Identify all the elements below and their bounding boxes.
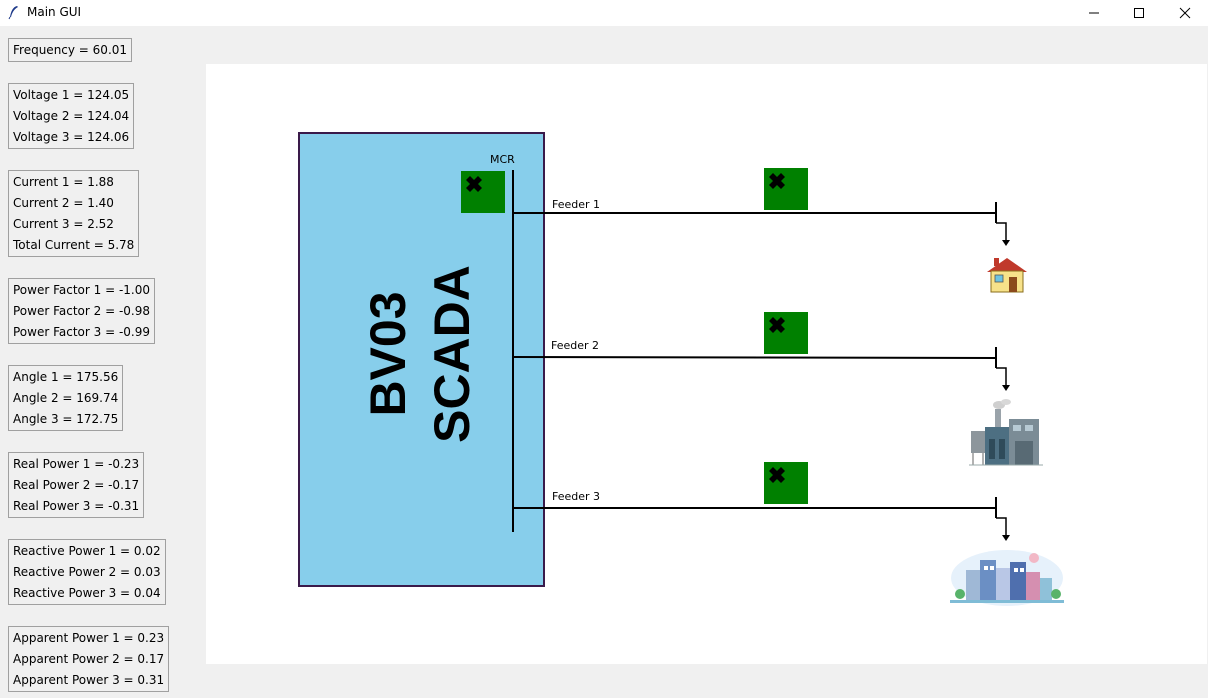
feather-icon bbox=[6, 4, 22, 20]
feeder-3-drop bbox=[996, 517, 1007, 536]
feeder-1-breaker[interactable] bbox=[764, 168, 808, 210]
voltage-1-readout: Voltage 1 = 124.05 bbox=[13, 88, 130, 102]
reactive-power-panel: Reactive Power 1 = 0.02 Reactive Power 2… bbox=[8, 539, 166, 605]
frequency-readout: Frequency = 60.01 bbox=[13, 43, 128, 57]
x-mark-icon bbox=[769, 317, 785, 333]
feeder-3-arrow bbox=[1002, 535, 1010, 541]
current-1-readout: Current 1 = 1.88 bbox=[13, 175, 114, 189]
feeder-2-label: Feeder 2 bbox=[551, 339, 600, 352]
angle-1-readout: Angle 1 = 175.56 bbox=[13, 370, 119, 384]
reactive-power-3-readout: Reactive Power 3 = 0.04 bbox=[13, 586, 161, 600]
frequency-panel: Frequency = 60.01 bbox=[8, 38, 133, 62]
apparent-power-panel: Apparent Power 1 = 0.23 Apparent Power 2… bbox=[8, 626, 170, 692]
feeder-2-drop bbox=[996, 367, 1007, 386]
close-icon bbox=[1179, 7, 1191, 19]
apparent-power-1-readout: Apparent Power 1 = 0.23 bbox=[13, 631, 165, 645]
real-power-1-readout: Real Power 1 = -0.23 bbox=[13, 457, 140, 471]
angle-panel: Angle 1 = 175.56 Angle 2 = 169.74 Angle … bbox=[8, 365, 124, 431]
title-bar: Main GUI bbox=[0, 0, 1208, 26]
voltage-panel: Voltage 1 = 124.05 Voltage 2 = 124.04 Vo… bbox=[8, 83, 135, 149]
current-panel: Current 1 = 1.88 Current 2 = 1.40 Curren… bbox=[8, 170, 140, 257]
feeder-1-drop bbox=[996, 222, 1007, 242]
real-power-2-readout: Real Power 2 = -0.17 bbox=[13, 478, 140, 492]
feeder-2-breaker[interactable] bbox=[764, 312, 808, 354]
reactive-power-2-readout: Reactive Power 2 = 0.03 bbox=[13, 565, 161, 579]
feeder-3-label: Feeder 3 bbox=[552, 490, 601, 503]
feeder-3-breaker[interactable] bbox=[764, 462, 808, 504]
apparent-power-2-readout: Apparent Power 2 = 0.17 bbox=[13, 652, 165, 666]
voltage-2-readout: Voltage 2 = 124.04 bbox=[13, 109, 130, 123]
real-power-panel: Real Power 1 = -0.23 Real Power 2 = -0.1… bbox=[8, 452, 145, 518]
x-mark-icon bbox=[769, 467, 785, 483]
current-2-readout: Current 2 = 1.40 bbox=[13, 196, 114, 210]
voltage-3-readout: Voltage 3 = 124.06 bbox=[13, 130, 130, 144]
diagram-lines bbox=[512, 170, 1010, 541]
power-factor-2-readout: Power Factor 2 = -0.98 bbox=[13, 304, 151, 318]
power-factor-panel: Power Factor 1 = -1.00 Power Factor 2 = … bbox=[8, 278, 156, 344]
mcr-breaker[interactable] bbox=[461, 171, 505, 213]
feeder-2-line bbox=[512, 356, 997, 359]
power-factor-3-readout: Power Factor 3 = -0.99 bbox=[13, 325, 151, 339]
feeder-1-arrow bbox=[1002, 240, 1010, 246]
x-mark-icon bbox=[466, 176, 482, 192]
feeder-1-label: Feeder 1 bbox=[552, 198, 601, 211]
power-factor-1-readout: Power Factor 1 = -1.00 bbox=[13, 283, 151, 297]
maximize-icon bbox=[1134, 8, 1144, 18]
current-3-readout: Current 3 = 2.52 bbox=[13, 217, 114, 231]
one-line-diagram-canvas: BV03 SCADA MCR Feeder 1 Feeder 2 Feeder … bbox=[206, 64, 1207, 664]
minimize-button[interactable] bbox=[1071, 0, 1117, 26]
real-power-3-readout: Real Power 3 = -0.31 bbox=[13, 499, 140, 513]
reactive-power-1-readout: Reactive Power 1 = 0.02 bbox=[13, 544, 161, 558]
window-title: Main GUI bbox=[27, 5, 82, 19]
feeder-2-arrow bbox=[1002, 385, 1010, 391]
angle-3-readout: Angle 3 = 172.75 bbox=[13, 412, 119, 426]
total-current-readout: Total Current = 5.78 bbox=[13, 238, 135, 252]
close-button[interactable] bbox=[1162, 0, 1208, 26]
minimize-icon bbox=[1089, 12, 1099, 14]
angle-2-readout: Angle 2 = 169.74 bbox=[13, 391, 119, 405]
x-mark-icon bbox=[769, 173, 785, 189]
maximize-button[interactable] bbox=[1116, 0, 1162, 26]
apparent-power-3-readout: Apparent Power 3 = 0.31 bbox=[13, 673, 165, 687]
mcr-label: MCR bbox=[490, 153, 515, 166]
